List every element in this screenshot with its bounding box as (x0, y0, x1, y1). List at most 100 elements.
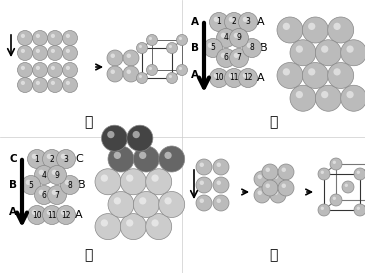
Circle shape (258, 174, 262, 179)
Circle shape (196, 195, 212, 211)
Circle shape (137, 43, 147, 54)
Circle shape (47, 154, 52, 159)
Circle shape (265, 183, 270, 188)
Circle shape (57, 150, 76, 168)
Text: 10: 10 (214, 73, 224, 82)
Circle shape (114, 197, 121, 204)
Circle shape (213, 159, 229, 175)
Circle shape (229, 17, 234, 22)
Circle shape (51, 49, 55, 53)
Circle shape (308, 68, 315, 76)
Text: 8: 8 (250, 43, 254, 52)
Circle shape (39, 170, 44, 175)
Circle shape (35, 185, 54, 204)
Text: A: A (191, 70, 199, 80)
Circle shape (277, 63, 303, 88)
Text: A: A (257, 73, 265, 83)
Circle shape (346, 91, 354, 98)
Circle shape (137, 73, 147, 84)
Circle shape (139, 197, 146, 204)
Circle shape (57, 206, 76, 224)
Circle shape (213, 177, 229, 193)
Circle shape (62, 63, 77, 78)
Circle shape (273, 174, 278, 179)
Circle shape (107, 66, 123, 82)
Circle shape (216, 28, 235, 48)
Circle shape (164, 152, 172, 159)
Circle shape (196, 159, 212, 175)
Circle shape (120, 169, 146, 195)
Text: 4: 4 (42, 171, 46, 180)
Circle shape (61, 176, 80, 194)
Circle shape (290, 40, 316, 66)
Circle shape (32, 154, 37, 159)
Circle shape (47, 165, 66, 185)
Circle shape (139, 152, 146, 159)
Circle shape (66, 66, 70, 70)
Circle shape (216, 49, 235, 67)
Circle shape (210, 13, 228, 31)
Circle shape (318, 204, 330, 216)
Circle shape (101, 174, 108, 182)
Circle shape (321, 91, 328, 98)
Circle shape (315, 85, 341, 111)
Circle shape (95, 169, 121, 195)
Circle shape (296, 46, 303, 53)
Text: B: B (78, 180, 86, 190)
Text: B: B (9, 180, 17, 190)
Circle shape (111, 54, 115, 58)
Circle shape (149, 37, 152, 40)
Text: A: A (75, 210, 83, 220)
Circle shape (26, 180, 31, 185)
Circle shape (254, 171, 270, 187)
Circle shape (328, 63, 354, 88)
Circle shape (234, 53, 239, 58)
Circle shape (216, 180, 221, 185)
Circle shape (27, 206, 46, 224)
Circle shape (107, 131, 115, 138)
Circle shape (342, 181, 354, 193)
Circle shape (18, 46, 32, 61)
Circle shape (230, 49, 249, 67)
Circle shape (262, 164, 278, 180)
Circle shape (354, 168, 365, 180)
Circle shape (47, 210, 52, 215)
Text: 12: 12 (243, 73, 253, 82)
Circle shape (36, 34, 40, 38)
Circle shape (254, 187, 270, 203)
Circle shape (277, 17, 303, 43)
Circle shape (123, 50, 139, 66)
Text: A: A (9, 207, 17, 217)
Circle shape (21, 66, 25, 70)
Circle shape (238, 13, 257, 31)
Circle shape (126, 174, 133, 182)
Circle shape (354, 204, 365, 216)
Circle shape (357, 207, 360, 210)
Circle shape (318, 168, 330, 180)
Circle shape (62, 31, 77, 46)
Circle shape (179, 37, 182, 40)
Text: B: B (260, 43, 268, 53)
Circle shape (208, 43, 213, 48)
Circle shape (315, 40, 341, 66)
Circle shape (126, 219, 133, 227)
Circle shape (346, 46, 354, 53)
Circle shape (210, 69, 228, 88)
Text: 甲: 甲 (84, 115, 92, 129)
Circle shape (278, 180, 294, 196)
Circle shape (281, 183, 286, 188)
Text: 1: 1 (35, 155, 39, 164)
Circle shape (51, 34, 55, 38)
Circle shape (179, 67, 182, 70)
Circle shape (36, 81, 40, 85)
Circle shape (35, 165, 54, 185)
Text: 4: 4 (223, 34, 228, 43)
Text: 8: 8 (68, 180, 72, 189)
Text: 2: 2 (232, 17, 237, 26)
Circle shape (108, 146, 134, 172)
Circle shape (177, 34, 188, 46)
Circle shape (101, 125, 127, 151)
Circle shape (127, 70, 131, 74)
Circle shape (321, 46, 328, 53)
Text: 6: 6 (223, 54, 228, 63)
